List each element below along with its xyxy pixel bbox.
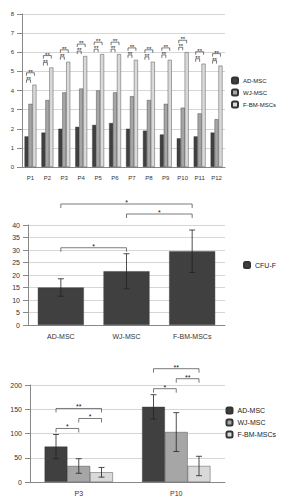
svg-text:WJ-MSC: WJ-MSC	[243, 90, 268, 96]
svg-text:P6: P6	[111, 175, 119, 181]
svg-text:**: **	[178, 43, 183, 49]
svg-text:2: 2	[11, 126, 15, 132]
svg-text:35: 35	[12, 234, 20, 241]
svg-text:**: **	[174, 364, 180, 371]
svg-text:WJ-MSC: WJ-MSC	[238, 419, 266, 426]
svg-text:100: 100	[10, 430, 22, 437]
svg-text:**: **	[26, 76, 31, 82]
svg-text:**: **	[43, 59, 48, 65]
svg-text:0: 0	[11, 164, 15, 170]
svg-text:**: **	[163, 44, 168, 50]
svg-text:P5: P5	[94, 175, 102, 181]
svg-text:**: **	[62, 46, 67, 52]
svg-text:30: 30	[12, 247, 20, 254]
svg-text:**: **	[96, 38, 101, 44]
svg-text:P4: P4	[78, 175, 86, 181]
svg-text:F-BM-MSCs: F-BM-MSCs	[173, 333, 212, 340]
svg-text:*: *	[89, 413, 92, 420]
svg-text:*: *	[164, 384, 167, 391]
svg-text:AD-MSC: AD-MSC	[243, 78, 267, 84]
svg-text:5: 5	[11, 68, 15, 74]
svg-text:P10: P10	[170, 490, 183, 497]
svg-text:0: 0	[16, 322, 20, 329]
svg-text:**: **	[79, 40, 84, 46]
svg-text:40: 40	[12, 222, 20, 229]
svg-text:CFU-F: CFU-F	[255, 262, 276, 269]
svg-text:4: 4	[11, 88, 15, 94]
svg-text:AD-MSC: AD-MSC	[47, 333, 75, 340]
svg-text:P9: P9	[162, 175, 170, 181]
svg-text:8: 8	[11, 11, 15, 17]
svg-text:*: *	[158, 209, 161, 216]
svg-text:*: *	[66, 423, 69, 430]
svg-text:**: **	[94, 45, 99, 51]
svg-text:25: 25	[12, 259, 20, 266]
svg-text:0: 0	[18, 479, 22, 486]
svg-text:F-BM-MSCs: F-BM-MSCs	[243, 102, 276, 108]
svg-text:*: *	[125, 199, 128, 206]
svg-text:**: **	[214, 50, 219, 56]
svg-text:**: **	[28, 69, 33, 75]
svg-text:P7: P7	[128, 175, 136, 181]
svg-text:**: **	[180, 36, 185, 42]
svg-text:AD-MSC: AD-MSC	[238, 407, 266, 414]
svg-text:**: **	[147, 46, 152, 52]
svg-text:**: **	[60, 53, 65, 59]
svg-text:6: 6	[11, 49, 15, 55]
svg-text:**: **	[128, 51, 133, 57]
svg-text:20: 20	[12, 272, 20, 279]
svg-text:P8: P8	[145, 175, 153, 181]
svg-text:P2: P2	[44, 175, 52, 181]
svg-text:7: 7	[11, 30, 15, 36]
svg-text:**: **	[145, 53, 150, 59]
svg-text:15: 15	[12, 284, 20, 291]
svg-text:**: **	[212, 57, 217, 63]
svg-text:*: *	[92, 243, 95, 250]
svg-text:**: **	[113, 38, 118, 44]
svg-text:WJ-MSC: WJ-MSC	[113, 333, 141, 340]
svg-text:5: 5	[16, 309, 20, 316]
svg-text:150: 150	[10, 406, 22, 413]
svg-text:**: **	[111, 45, 116, 51]
svg-text:200: 200	[10, 382, 22, 389]
svg-text:3: 3	[11, 107, 15, 113]
svg-text:**: **	[130, 44, 135, 50]
svg-text:50: 50	[14, 454, 22, 461]
svg-text:10: 10	[12, 297, 20, 304]
svg-text:P3: P3	[61, 175, 69, 181]
svg-text:**: **	[45, 52, 50, 58]
svg-text:**: **	[77, 47, 82, 53]
svg-text:**: **	[195, 55, 200, 61]
svg-text:**: **	[185, 374, 191, 381]
svg-text:**: **	[161, 51, 166, 57]
svg-text:P11: P11	[195, 175, 206, 181]
svg-text:**: **	[197, 48, 202, 54]
svg-text:P3: P3	[74, 490, 83, 497]
svg-text:P12: P12	[211, 175, 222, 181]
svg-text:P10: P10	[177, 175, 188, 181]
svg-text:F-BM-MSCs: F-BM-MSCs	[238, 431, 277, 438]
svg-text:**: **	[76, 403, 82, 410]
svg-text:1: 1	[11, 145, 15, 151]
svg-text:P1: P1	[27, 175, 35, 181]
